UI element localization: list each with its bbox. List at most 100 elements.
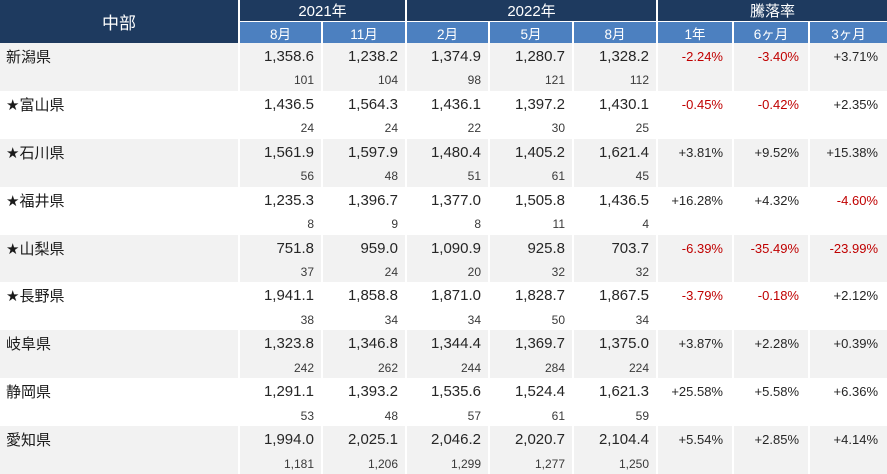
price-cell: 1,291.1 [240, 378, 323, 406]
month-header-2022-08: 8月 [574, 22, 658, 43]
empty-cell [658, 261, 734, 283]
change-rate-cell: -35.49% [734, 234, 810, 262]
price-cell: 1,346.8 [323, 330, 407, 358]
count-cell: 1,181 [240, 453, 323, 474]
empty-cell [810, 261, 887, 283]
month-header-2022-05: 5月 [490, 22, 574, 43]
count-cell: 98 [407, 70, 490, 91]
count-cell: 11 [490, 213, 574, 235]
change-rate-cell: -3.40% [734, 43, 810, 70]
price-cell: 1,280.7 [490, 43, 574, 70]
change-rate-cell: +4.14% [810, 426, 887, 454]
change-rate-cell: +3.81% [658, 138, 734, 166]
empty-cell [658, 405, 734, 427]
empty-cell [734, 261, 810, 283]
empty-cell [810, 117, 887, 139]
change-rate-cell: -0.45% [658, 90, 734, 118]
prefecture-name: ★山梨県 [0, 234, 240, 262]
count-cell: 4 [574, 213, 658, 235]
price-cell: 1,374.9 [407, 43, 490, 70]
month-header-row: 8月 11月 2月 5月 8月 1年 6ヶ月 3ヶ月 [240, 22, 887, 43]
prefecture-block: ★富山県 1,436.5 1,564.3 1,436.1 1,397.2 1,4… [0, 90, 887, 139]
price-cell: 1,621.4 [574, 138, 658, 166]
price-cell: 1,397.2 [490, 90, 574, 118]
count-cell: 121 [490, 70, 574, 91]
price-cell: 1,535.6 [407, 378, 490, 406]
empty-cell [658, 117, 734, 139]
count-cell: 242 [240, 357, 323, 379]
prefecture-name: ★石川県 [0, 138, 240, 166]
price-cell: 1,436.1 [407, 90, 490, 118]
price-cell: 1,941.1 [240, 282, 323, 310]
change-rate-cell: -0.42% [734, 90, 810, 118]
prefecture-block: ★石川県 1,561.9 1,597.9 1,480.4 1,405.2 1,6… [0, 138, 887, 187]
price-cell: 1,238.2 [323, 43, 407, 70]
change-rate-cell: +25.58% [658, 378, 734, 406]
price-cell: 1,621.3 [574, 378, 658, 406]
price-cell: 1,564.3 [323, 90, 407, 118]
count-cell: 22 [407, 117, 490, 139]
prefecture-name: 新潟県 [0, 43, 240, 70]
price-cell: 1,867.5 [574, 282, 658, 310]
price-cell: 2,020.7 [490, 426, 574, 454]
year-group-2021: 2021年 [240, 0, 407, 23]
count-cell: 8 [407, 213, 490, 235]
empty-cell [0, 70, 240, 91]
empty-cell [0, 165, 240, 187]
count-cell: 20 [407, 261, 490, 283]
price-cell: 2,046.2 [407, 426, 490, 454]
empty-cell [810, 213, 887, 235]
table-row: 新潟県 1,358.6 1,238.2 1,374.9 1,280.7 1,32… [0, 43, 887, 70]
period-header-3month: 3ヶ月 [810, 22, 887, 43]
count-cell: 284 [490, 357, 574, 379]
table-row: 静岡県 1,291.1 1,393.2 1,535.6 1,524.4 1,62… [0, 378, 887, 406]
price-cell: 1,369.7 [490, 330, 574, 358]
count-cell: 57 [407, 405, 490, 427]
count-cell: 48 [323, 165, 407, 187]
table-row: ★長野県 1,941.1 1,858.8 1,871.0 1,828.7 1,8… [0, 282, 887, 310]
change-rate-cell: +4.32% [734, 186, 810, 214]
change-rate-cell: -4.60% [810, 186, 887, 214]
count-cell: 38 [240, 309, 323, 331]
price-cell: 1,561.9 [240, 138, 323, 166]
count-cell: 50 [490, 309, 574, 331]
year-group-2022: 2022年 [407, 0, 658, 23]
count-row: 38 34 34 50 34 [0, 309, 887, 331]
change-rate-cell: +16.28% [658, 186, 734, 214]
empty-cell [734, 453, 810, 474]
count-row: 8 9 8 11 4 [0, 213, 887, 235]
price-cell: 703.7 [574, 234, 658, 262]
price-cell: 1,235.3 [240, 186, 323, 214]
change-rate-cell: -2.24% [658, 43, 734, 70]
empty-cell [810, 165, 887, 187]
count-cell: 101 [240, 70, 323, 91]
count-cell: 37 [240, 261, 323, 283]
count-cell: 1,299 [407, 453, 490, 474]
change-rate-cell: -3.79% [658, 282, 734, 310]
change-rate-cell: -23.99% [810, 234, 887, 262]
count-cell: 1,206 [323, 453, 407, 474]
prefecture-block: 愛知県 1,994.0 2,025.1 2,046.2 2,020.7 2,10… [0, 426, 887, 474]
prefecture-name: 岐阜県 [0, 330, 240, 358]
price-cell: 1,344.4 [407, 330, 490, 358]
count-row: 53 48 57 61 59 [0, 405, 887, 427]
change-rate-cell: -0.18% [734, 282, 810, 310]
count-cell: 9 [323, 213, 407, 235]
count-cell: 8 [240, 213, 323, 235]
price-cell: 1,405.2 [490, 138, 574, 166]
year-group-row: 2021年 2022年 騰落率 [240, 0, 887, 23]
empty-cell [0, 117, 240, 139]
prefecture-name: ★福井県 [0, 186, 240, 214]
count-cell: 24 [323, 117, 407, 139]
price-cell: 1,436.5 [240, 90, 323, 118]
prefecture-name: 愛知県 [0, 426, 240, 454]
price-cell: 1,323.8 [240, 330, 323, 358]
prefecture-block: ★山梨県 751.8 959.0 1,090.9 925.8 703.7 -6.… [0, 234, 887, 283]
prefecture-block: 静岡県 1,291.1 1,393.2 1,535.6 1,524.4 1,62… [0, 378, 887, 427]
empty-cell [734, 70, 810, 91]
empty-cell [734, 309, 810, 331]
price-cell: 1,396.7 [323, 186, 407, 214]
price-cell: 959.0 [323, 234, 407, 262]
count-cell: 32 [490, 261, 574, 283]
